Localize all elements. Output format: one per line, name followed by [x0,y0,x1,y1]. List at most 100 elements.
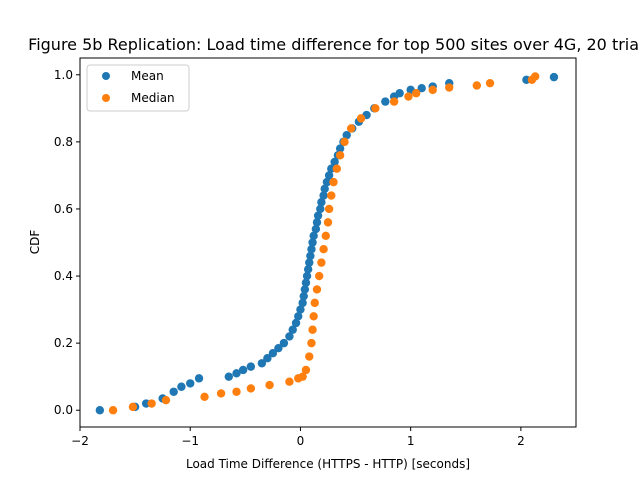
scatter-point-mean [306,251,315,261]
scatter-point-median [265,380,274,390]
scatter-point-median [232,387,241,396]
scatter-point-mean [300,285,310,294]
scatter-point-mean [257,359,267,368]
scatter-point-mean [313,211,323,220]
scatter-point-mean [316,204,325,214]
scatter-point-median [356,114,366,123]
scatter-point-median [161,395,171,405]
scatter-point-median [332,164,342,173]
legend: Mean Median [86,64,190,112]
scatter-point-mean [395,89,404,98]
scatter-point-median [428,85,437,95]
scatter-point-mean [263,354,272,363]
scatter-point-median [305,352,314,361]
y-tick-label: 0.0 [54,403,73,417]
scatter-point-median [445,83,454,92]
scatter-point-mean [303,265,313,274]
y-tick-label: 1.0 [54,68,73,82]
scatter-point-mean [288,325,297,334]
scatter-point-median [317,258,326,267]
scatter-point-mean [549,72,559,82]
scatter-point-mean [335,144,345,153]
y-axis-label: CDF [28,230,42,255]
scatter-point-median [285,377,294,386]
x-tick-label: −1 [181,434,199,448]
scatter-point-median [324,204,334,214]
scatter-point-mean [309,231,318,240]
x-axis-ticks: −2 −1 0 1 2 [71,427,525,448]
scatter-point-median [329,177,338,187]
scatter-point-mean [232,369,241,378]
scatter-point-mean [169,387,178,396]
scatter-point-mean [322,177,332,187]
scatter-point-median [335,151,345,160]
scatter-point-mean [95,406,105,415]
scatter-point-median [301,365,311,375]
scatter-point-median [108,406,118,415]
scatter-point-median [485,78,495,88]
y-tick-label: 0.6 [54,202,73,216]
scatter-point-median [200,392,209,402]
scatter-point-median [128,402,138,412]
scatter-point-median [319,245,328,254]
scatter-point-mean [381,97,390,106]
x-tick-label: −2 [71,434,89,448]
scatter-point-median [308,325,317,334]
legend-median-marker [102,94,110,102]
plot-area: −2 −1 0 1 2 0.0 0.2 0.4 0.6 0.8 1.0 [54,57,577,448]
scatter-point-median [310,298,319,308]
x-tick-label: 2 [517,434,525,448]
legend-mean-marker [102,72,110,80]
scatter-point-mean [298,298,307,308]
scatter-point-median [472,81,481,90]
scatter-point-median [404,92,413,101]
scatter-point-mean [311,224,321,234]
scatter-point-mean [330,157,339,167]
y-axis-ticks: 0.0 0.2 0.4 0.6 0.8 1.0 [54,68,80,417]
scatter-point-mean [274,343,283,353]
scatter-point-median [531,72,540,81]
scatter-point-mean [305,258,314,267]
series-median [108,72,540,415]
scatter-point-mean [324,171,334,180]
scatter-point-mean [320,184,329,194]
legend-median-label: Median [131,91,175,105]
scatter-point-mean [268,349,278,358]
scatter-point-median [323,218,333,227]
scatter-point-mean [342,130,351,140]
axes-background [80,58,576,427]
scatter-point-mean [307,245,316,254]
legend-frame [86,64,190,112]
scatter-point-mean [417,83,426,93]
scatter-point-mean [302,271,312,281]
scatter-point-median [312,285,322,294]
scatter-point-median [298,372,307,381]
scatter-point-median [389,97,399,106]
scatter-point-median [309,312,318,321]
scatter-point-mean [186,379,195,388]
scatter-point-median [327,191,336,200]
scatter-point-median [246,384,256,393]
scatter-point-mean [312,218,322,227]
x-axis-label: Load Time Difference (HTTPS - HTTP) [sec… [186,457,470,471]
y-tick-label: 0.2 [54,336,73,350]
scatter-point-mean [319,191,328,200]
scatter-point-median [216,389,226,398]
scatter-point-mean [279,338,289,348]
scatter-point-median [307,338,316,348]
scatter-point-median [411,89,421,98]
scatter-point-mean [294,312,303,321]
scatter-point-median [314,271,324,281]
legend-mean-label: Mean [131,69,164,83]
y-tick-label: 0.4 [54,269,73,283]
x-tick-label: 1 [407,434,415,448]
chart-title: Figure 5b Replication: Load time differe… [28,35,640,54]
scatter-point-mean [308,238,317,247]
y-tick-label: 0.8 [54,135,73,149]
scatter-point-mean [285,332,294,341]
scatter-point-median [346,124,356,133]
scatter-point-mean [291,318,301,328]
scatter-point-mean [238,365,248,375]
scatter-point-mean [224,372,233,381]
x-tick-label: 0 [297,434,305,448]
